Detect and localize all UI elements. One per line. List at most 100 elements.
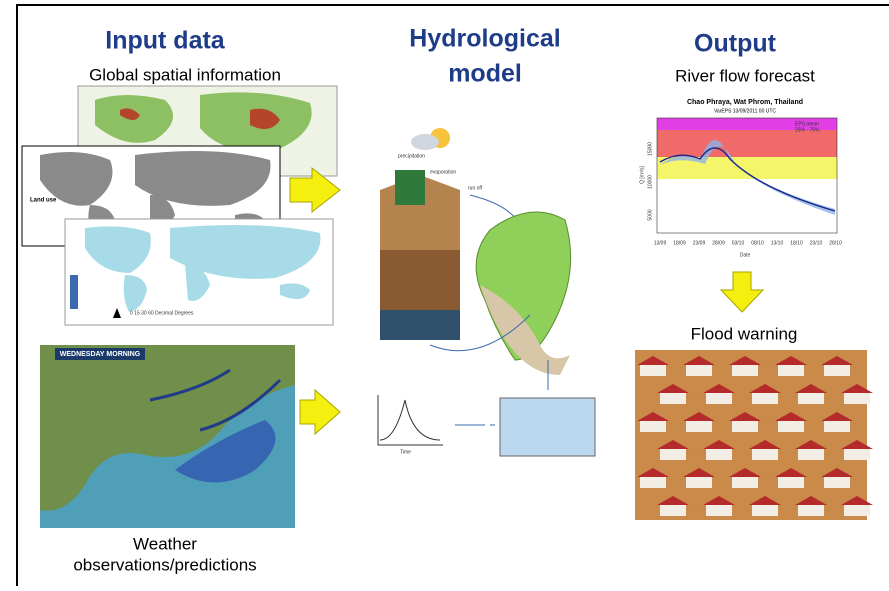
input-title: Input data [105,27,226,55]
house-wall [706,448,732,460]
house-wall [640,364,666,376]
spatial-caption: Global spatial information [89,65,281,84]
house-wall [732,420,758,432]
warning-caption: Flood warning [691,324,798,343]
runoff-land [85,224,321,312]
weather-banner: WEDNESDAY MORNING [60,351,141,358]
weather-front [149,368,282,432]
house-roof [841,496,873,505]
y-tick-label: 15000 [647,142,653,156]
house-roof [703,384,735,393]
house-roof [637,412,669,421]
land-use-land [40,151,271,240]
house-roof [637,356,669,365]
x-tick-label: 18/10 [790,240,803,246]
house-wall [686,420,712,432]
land-use-label: Land use [30,198,57,204]
flood-photo [635,350,867,520]
weather-banner-bg [55,348,145,360]
catchment-soil [480,285,570,375]
house-roof [749,384,781,393]
flow-arrow [429,314,531,352]
model-title-line: model [448,60,522,88]
forest [395,170,425,205]
legend-entry: 25% - 75% [795,127,820,133]
house-wall [640,476,666,488]
houses [637,356,873,516]
soil-layer [380,250,460,310]
runoff-legend [70,275,78,309]
output-title: Output [694,30,777,58]
plot-frame [656,117,838,234]
house-wall [640,420,666,432]
house-wall [778,364,804,376]
vegetation-land [95,92,312,153]
forecast-mean [659,147,836,212]
house-wall [844,448,870,460]
plot-title: Chao Phraya, Wat Phrom, Thailand [687,99,803,106]
house-wall [752,504,778,516]
house-roof [657,496,689,505]
house-wall [752,448,778,460]
x-tick-label: 23/10 [810,240,823,246]
house-roof [841,440,873,449]
x-tick-label: 28/10 [829,240,842,246]
house-roof [703,440,735,449]
alert-band [657,157,837,179]
house-roof [683,356,715,365]
y-tick-label: 10000 [647,175,653,189]
house-wall [824,476,850,488]
x-tick-label: 13/09 [654,240,667,246]
house-roof [703,496,735,505]
house-wall [660,504,686,516]
vegetation-hotspot [120,108,280,129]
house-wall [660,448,686,460]
legend-entry: EPS mean [795,121,819,127]
house-wall [686,476,712,488]
hydrograph [377,395,443,446]
house-wall [752,392,778,404]
model-label: run off [468,185,483,191]
plot-x-ticks: 13/09 18/09 23/09 28/09 03/10 08/10 13/10 18/10… [654,240,842,246]
x-tick-label: 18/09 [673,240,686,246]
x-tick-label: 08/10 [751,240,764,246]
house-roof [637,468,669,477]
y-tick-label: 5000 [647,209,653,220]
weather-caption-line: Weather [133,534,197,553]
house-roof [795,440,827,449]
scale-label: 0 15 30 60 Decimal Degrees [130,310,194,316]
model-title-line: Hydrological [409,25,560,53]
arrow-down [719,271,765,313]
house-roof [795,496,827,505]
arrow-right [289,166,341,214]
house-roof [657,440,689,449]
model-label: precipitation [398,153,425,159]
house-wall [824,420,850,432]
house-roof [821,412,853,421]
house-wall [844,504,870,516]
house-roof [729,412,761,421]
house-roof [775,468,807,477]
house-roof [657,384,689,393]
house-wall [824,364,850,376]
x-tick-label: 23/09 [693,240,706,246]
house-wall [778,476,804,488]
house-wall [660,392,686,404]
house-roof [841,384,873,393]
house-wall [706,504,732,516]
house-roof [821,468,853,477]
house-wall [844,392,870,404]
house-wall [732,476,758,488]
house-wall [706,392,732,404]
plot-y-label: Q [m³/s] [639,166,645,184]
groundwater-layer [380,310,460,340]
house-roof [775,356,807,365]
house-wall [798,392,824,404]
house-roof [683,412,715,421]
house-wall [732,364,758,376]
house-wall [686,364,712,376]
weather-land [40,345,295,511]
x-tick-label: 03/10 [732,240,745,246]
weather-cloud [175,420,276,483]
